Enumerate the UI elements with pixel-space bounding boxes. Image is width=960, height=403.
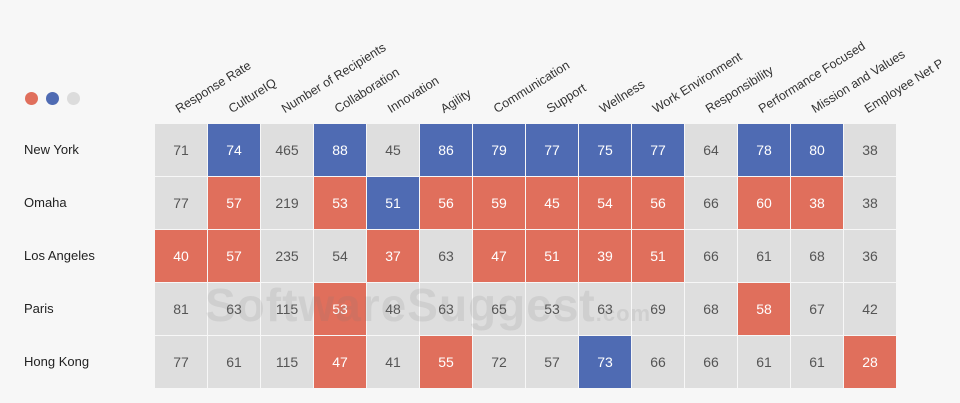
heatmap-cell[interactable]: 61: [208, 336, 260, 388]
heatmap-cell[interactable]: 465: [261, 124, 313, 176]
heatmap-cell[interactable]: 42: [844, 283, 896, 335]
heatmap-cell[interactable]: 45: [367, 124, 419, 176]
heatmap-cell[interactable]: 41: [367, 336, 419, 388]
heatmap-cell[interactable]: 78: [738, 124, 790, 176]
column-headers: Response Rate CultureIQ Number of Recipien…: [0, 0, 960, 120]
heatmap-cell[interactable]: 63: [420, 283, 472, 335]
heatmap-cell[interactable]: 28: [844, 336, 896, 388]
heatmap-cell[interactable]: 61: [791, 336, 843, 388]
heatmap-cell[interactable]: 61: [738, 230, 790, 282]
heatmap-cell[interactable]: 75: [579, 124, 631, 176]
heatmap-cell[interactable]: 45: [526, 177, 578, 229]
heatmap-cell[interactable]: 66: [685, 230, 737, 282]
heatmap-cell[interactable]: 63: [208, 283, 260, 335]
heatmap-cell[interactable]: 67: [791, 283, 843, 335]
heatmap-cell[interactable]: 53: [314, 177, 366, 229]
heatmap-cell[interactable]: 68: [791, 230, 843, 282]
heatmap-cell[interactable]: 57: [208, 177, 260, 229]
heatmap-cell[interactable]: 51: [526, 230, 578, 282]
heatmap-cell[interactable]: 65: [473, 283, 525, 335]
heatmap-cell[interactable]: 53: [526, 283, 578, 335]
heatmap-cell[interactable]: 69: [632, 283, 684, 335]
heatmap-cell[interactable]: 56: [632, 177, 684, 229]
heatmap-cell[interactable]: 48: [367, 283, 419, 335]
heatmap-cell[interactable]: 74: [208, 124, 260, 176]
heatmap-cell[interactable]: 66: [685, 336, 737, 388]
heatmap-cell[interactable]: 77: [526, 124, 578, 176]
heatmap-cell[interactable]: 235: [261, 230, 313, 282]
column-header[interactable]: Support: [544, 80, 589, 116]
heatmap-cell[interactable]: 55: [420, 336, 472, 388]
heatmap-cell[interactable]: 57: [208, 230, 260, 282]
heatmap-cell[interactable]: 61: [738, 336, 790, 388]
heatmap-cell[interactable]: 58: [738, 283, 790, 335]
heatmap-cell[interactable]: 63: [420, 230, 472, 282]
heatmap-cell[interactable]: 63: [579, 283, 631, 335]
row-label: Omaha: [24, 195, 67, 210]
column-header[interactable]: Mission and Values: [809, 47, 908, 116]
heatmap-cell[interactable]: 36: [844, 230, 896, 282]
heatmap-cell[interactable]: 51: [632, 230, 684, 282]
heatmap-cell[interactable]: 47: [473, 230, 525, 282]
heatmap-cell[interactable]: 72: [473, 336, 525, 388]
heatmap-cell[interactable]: 38: [844, 177, 896, 229]
heatmap-cell[interactable]: 80: [791, 124, 843, 176]
heatmap-cell[interactable]: 71: [155, 124, 207, 176]
heatmap-cell[interactable]: 38: [791, 177, 843, 229]
heatmap-cell[interactable]: 88: [314, 124, 366, 176]
heatmap-cell[interactable]: 219: [261, 177, 313, 229]
heatmap-cell[interactable]: 81: [155, 283, 207, 335]
heatmap-cell[interactable]: 60: [738, 177, 790, 229]
heatmap-cell[interactable]: 64: [685, 124, 737, 176]
blue-dot[interactable]: [46, 92, 59, 105]
heatmap-cell[interactable]: 56: [420, 177, 472, 229]
heatmap-cell[interactable]: 53: [314, 283, 366, 335]
column-header[interactable]: Work Environment: [650, 49, 745, 116]
heatmap-cell[interactable]: 59: [473, 177, 525, 229]
gray-dot[interactable]: [67, 92, 80, 105]
legend-dots: [25, 92, 80, 105]
red-dot[interactable]: [25, 92, 38, 105]
heatmap-cell[interactable]: 57: [526, 336, 578, 388]
row-label: New York: [24, 142, 79, 157]
heatmap-cell[interactable]: 51: [367, 177, 419, 229]
heatmap-cell[interactable]: 66: [632, 336, 684, 388]
heatmap-cell[interactable]: 54: [579, 177, 631, 229]
heatmap-cell[interactable]: 77: [155, 336, 207, 388]
heatmap-cell[interactable]: 47: [314, 336, 366, 388]
column-header[interactable]: Wellness: [597, 77, 648, 116]
heatmap-cell[interactable]: 73: [579, 336, 631, 388]
column-header[interactable]: Agility: [438, 86, 474, 116]
heatmap-cell[interactable]: 39: [579, 230, 631, 282]
heatmap-cell[interactable]: 86: [420, 124, 472, 176]
heatmap-cell[interactable]: 54: [314, 230, 366, 282]
row-label: Hong Kong: [24, 354, 90, 369]
heatmap-cell[interactable]: 115: [261, 336, 313, 388]
row-label: Los Angeles: [24, 248, 95, 263]
heatmap-cell[interactable]: 66: [685, 177, 737, 229]
heatmap-cell[interactable]: 115: [261, 283, 313, 335]
row-label: Paris: [24, 301, 54, 316]
heatmap-cell[interactable]: 40: [155, 230, 207, 282]
heatmap-cell[interactable]: 37: [367, 230, 419, 282]
heatmap-cell[interactable]: 38: [844, 124, 896, 176]
heatmap-cell[interactable]: 68: [685, 283, 737, 335]
heatmap-cell[interactable]: 77: [632, 124, 684, 176]
heatmap-cell[interactable]: 77: [155, 177, 207, 229]
heatmap-cell[interactable]: 79: [473, 124, 525, 176]
